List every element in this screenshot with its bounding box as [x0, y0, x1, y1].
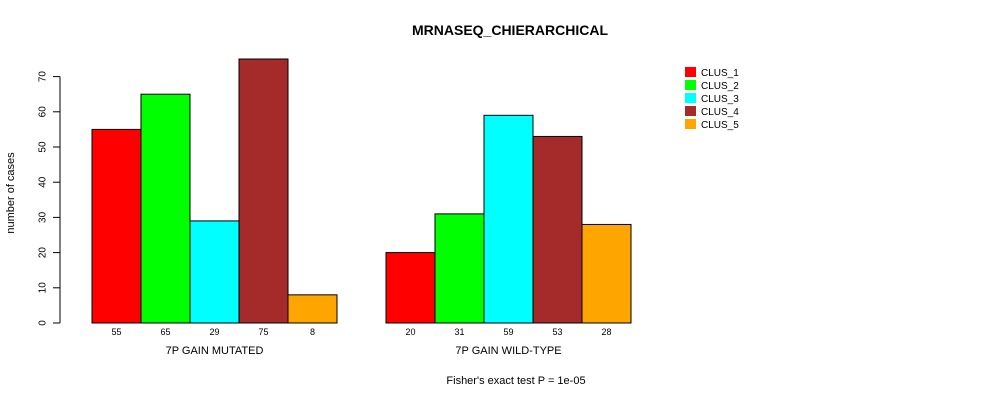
- y-tick-label: 10: [38, 282, 49, 294]
- y-tick-label: 60: [38, 106, 49, 118]
- bar-value-label: 20: [405, 327, 415, 337]
- bar-value-label: 65: [160, 327, 170, 337]
- bar-clus-2: [140, 93, 191, 324]
- bar-value-label: 31: [454, 327, 464, 337]
- bar-value-label: 55: [111, 327, 121, 337]
- bar-clus-3: [189, 220, 240, 324]
- chart-title: MRNASEQ_CHIERARCHICAL: [412, 22, 608, 38]
- bar-clus-1: [385, 252, 436, 324]
- y-tick-label: 40: [38, 176, 49, 188]
- bar-clus-3: [483, 114, 534, 324]
- legend-swatch: [685, 93, 696, 103]
- legend-swatch: [685, 67, 696, 77]
- group-label: 7P GAIN WILD-TYPE: [455, 345, 561, 357]
- legend-label: CLUS_5: [701, 120, 739, 131]
- legend-label: CLUS_2: [701, 81, 739, 92]
- bars-layer: 55 65 29 75 8 7P GAIN MUTATED 20 31 59 53 28 7P GAI…: [91, 58, 632, 357]
- y-tick-label: 20: [38, 247, 49, 259]
- legend-label: CLUS_1: [701, 68, 739, 79]
- legend-label: CLUS_3: [701, 94, 739, 105]
- fisher-test-footer: Fisher's exact test P = 1e-05: [446, 375, 585, 387]
- y-tick-label: 0: [38, 320, 49, 326]
- legend-label: CLUS_4: [701, 107, 739, 118]
- bar-value-label: 28: [601, 327, 611, 337]
- bar-value-label: 59: [503, 327, 513, 337]
- y-axis: 0 10 20 30 40 50 60 70: [38, 71, 61, 326]
- bar-clus-2: [434, 213, 485, 324]
- bar-value-label: 75: [258, 327, 268, 337]
- group-label: 7P GAIN MUTATED: [166, 345, 264, 357]
- bar-clus-4: [238, 58, 289, 324]
- bar-value-label: 8: [310, 327, 315, 337]
- y-tick-label: 30: [38, 211, 49, 223]
- bar-clus-4: [532, 135, 583, 324]
- bar-value-label: 53: [552, 327, 562, 337]
- bar-value-label: 29: [209, 327, 219, 337]
- y-tick-label: 70: [38, 71, 49, 83]
- legend: CLUS_1 CLUS_2 CLUS_3 CLUS_4 CLUS_5: [685, 67, 739, 131]
- bar-clus-1: [91, 128, 142, 324]
- bar-clus-5: [581, 223, 632, 324]
- bar-clus-5: [287, 294, 338, 324]
- y-axis-label: number of cases: [5, 152, 17, 234]
- legend-swatch: [685, 119, 696, 129]
- legend-swatch: [685, 80, 696, 90]
- legend-swatch: [685, 106, 696, 116]
- y-tick-label: 50: [38, 141, 49, 153]
